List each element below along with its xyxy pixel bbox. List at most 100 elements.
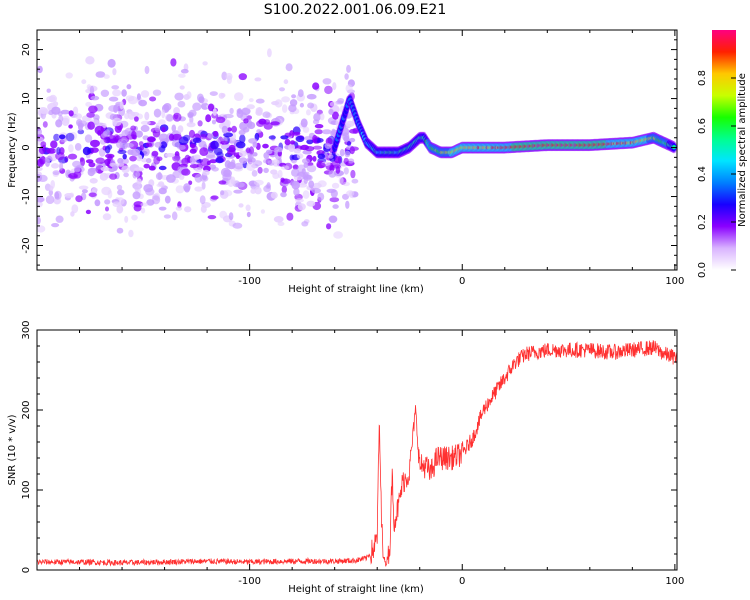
heatmap-noise-cell <box>165 153 176 158</box>
heatmap-noise-cell <box>155 172 163 180</box>
heatmap-noise-cell <box>153 108 162 118</box>
heatmap-noise-cell <box>122 153 127 160</box>
heatmap-noise-cell <box>245 204 251 212</box>
heatmap-noise-cell <box>49 94 57 103</box>
heatmap-noise-cell <box>288 104 297 113</box>
heatmap-noise-cell <box>161 126 166 133</box>
heatmap-noise-cell <box>263 122 273 130</box>
heatmap-noise-cell <box>163 214 171 219</box>
heatmap-noise-cell <box>187 113 193 118</box>
heatmap-noise-cell <box>178 174 185 180</box>
heatmap-noise-cell <box>140 90 150 98</box>
heatmap-noise-cell <box>89 178 98 184</box>
colorbar-tick-label: 0.0 <box>697 262 708 278</box>
heatmap-noise-cell <box>69 192 74 198</box>
heatmap-noise-cell <box>270 121 280 126</box>
heatmap-noise-cell <box>168 133 175 141</box>
snr-xtick-label: -100 <box>238 576 261 587</box>
heatmap-noise-cell <box>222 189 233 197</box>
heatmap-noise-cell <box>117 149 127 155</box>
heatmap-noise-cell <box>211 119 217 125</box>
heatmap-noise-cell <box>85 209 91 215</box>
heatmap-noise-cell <box>248 98 254 103</box>
heatmap-noise-cell <box>349 137 356 143</box>
heatmap-noise-cell <box>350 169 356 179</box>
heatmap-noise-cell <box>197 93 204 103</box>
heatmap-noise-cell <box>209 91 218 96</box>
heatmap-noise-cell <box>268 135 276 140</box>
heatmap-noise-cell <box>200 205 207 213</box>
heatmap-noise-cell <box>237 108 243 115</box>
heatmap-noise-cell <box>117 189 125 196</box>
heatmap-noise-cell <box>302 190 310 199</box>
heatmap-noise-cell <box>283 79 289 85</box>
heatmap-noise-cell <box>77 129 85 135</box>
heatmap-noise-cell <box>202 169 210 176</box>
heatmap-noise-cell <box>210 140 219 150</box>
heatmap-noise-cell <box>87 121 95 130</box>
heatmap-noise-cell <box>116 204 124 214</box>
heatmap-noise-cell <box>207 133 214 139</box>
heatmap-noise-cell <box>37 158 43 167</box>
heatmap-noise-cell <box>338 177 344 185</box>
heatmap-noise-cell <box>192 102 202 111</box>
heatmap-noise-cell <box>270 191 278 199</box>
heatmap-noise-cell <box>90 139 100 148</box>
heatmap-noise-cell <box>75 113 82 120</box>
heatmap-noise-cell <box>200 158 210 167</box>
heatmap-noise-cell <box>329 101 338 107</box>
heatmap-noise-cell <box>291 168 300 177</box>
heatmap-noise-cell <box>246 162 256 171</box>
heatmap-noise-cell <box>331 128 336 136</box>
heatmap-noise-cell <box>166 174 176 183</box>
heatmap-noise-cell <box>280 192 287 198</box>
heatmap-noise-cell <box>328 108 334 115</box>
colorbar-tick-label: 0.6 <box>697 118 708 134</box>
heatmap-noise-cell <box>293 188 300 196</box>
heatmap-noise-cell <box>230 176 236 185</box>
heatmap-noise-cell <box>317 153 326 159</box>
heatmap-noise-cell <box>58 134 66 140</box>
heatmap-noise-cell <box>200 102 209 110</box>
snr-ytick-label: 0 <box>21 567 32 573</box>
heatmap-noise-cell <box>272 159 280 164</box>
heatmap-noise-cell <box>89 85 95 95</box>
heatmap-noise-cell <box>132 191 141 200</box>
heatmap-noise-cell <box>102 123 107 128</box>
heatmap-noise-cell <box>171 211 178 221</box>
heatmap-noise-cell <box>286 212 294 221</box>
heatmap-noise-cell <box>79 157 84 162</box>
heatmap-noise-cell <box>154 141 162 148</box>
heatmap-noise-cell <box>90 95 100 101</box>
heatmap-noise-cell <box>319 113 325 121</box>
heatmap-noise-cell <box>246 211 251 218</box>
heatmap-noise-cell <box>193 154 201 160</box>
heatmap-noise-cell <box>322 78 332 85</box>
heatmap-noise-cell <box>262 111 271 118</box>
heatmap-noise-cell <box>345 84 353 93</box>
heatmap-ytick-label: 0 <box>21 144 32 150</box>
heatmap-noise-cell <box>274 99 283 108</box>
heatmap-noise-cell <box>109 173 118 180</box>
heatmap-noise-cell <box>313 113 321 122</box>
heatmap-noise-cell <box>37 166 43 172</box>
heatmap-noise-cell <box>156 183 166 188</box>
heatmap-noise-cell <box>218 92 225 99</box>
heatmap-noise-cell <box>344 73 349 80</box>
heatmap-noise-cell <box>306 139 314 145</box>
heatmap-noise-cell <box>108 105 118 112</box>
heatmap-noise-cell <box>304 146 315 152</box>
heatmap-noise-cell <box>103 136 111 144</box>
colorbar-ticks: 0.0 0.2 0.4 0.6 0.8 <box>697 70 736 278</box>
heatmap-noise-cell <box>152 89 162 96</box>
heatmap-noise-cell <box>189 156 196 165</box>
heatmap-noise-cell <box>329 197 340 203</box>
heatmap-noise-cell <box>308 180 315 189</box>
heatmap-noise-cell <box>333 231 343 239</box>
heatmap-noise-cell <box>331 182 340 189</box>
heatmap-noise-cell <box>86 112 95 118</box>
heatmap-noise-cell <box>55 215 64 223</box>
heatmap-noise-cell <box>158 165 167 171</box>
